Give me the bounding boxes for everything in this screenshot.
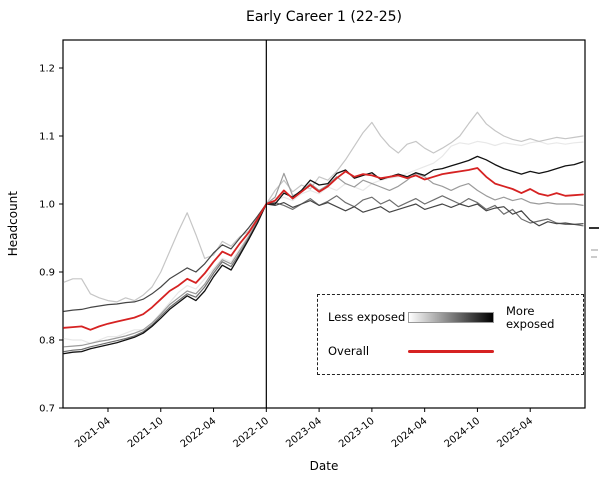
x-tick-label: 2024-10 <box>443 416 483 450</box>
y-axis-label: Headcount <box>6 191 20 257</box>
y-tick-label: 1.0 <box>39 200 55 211</box>
x-tick-label: 2021-10 <box>126 416 166 450</box>
legend-exposure-gradient-bar <box>408 312 494 324</box>
legend-overall-label: Overall <box>328 343 370 358</box>
x-tick-label: 2022-04 <box>179 416 219 450</box>
y-tick-label: 0.7 <box>39 404 55 415</box>
chart-title: Early Career 1 (22-25) <box>245 9 402 25</box>
series-line-q6_most_exposed <box>63 155 584 355</box>
series-line-q5_exposed <box>63 200 584 312</box>
axis-frame <box>62 39 586 409</box>
series-line-overall <box>63 167 584 331</box>
y-axis-label-wrap: Headcount <box>6 40 20 408</box>
series-line-q3_exposed <box>63 172 584 348</box>
y-tick-label: 0.8 <box>39 336 55 347</box>
y-tick-label: 1.2 <box>39 64 55 75</box>
series-line-q4_exposed <box>63 195 584 353</box>
legend-less-exposed-label: Less exposed <box>328 310 406 325</box>
x-tick-label: 2024-04 <box>390 416 430 450</box>
x-axis-label: Date <box>309 459 339 473</box>
series-line-q2_exposed <box>63 111 584 303</box>
y-tick-label: 1.1 <box>39 132 55 143</box>
y-tick-label: 0.9 <box>39 268 55 279</box>
x-tick-label: 2022-10 <box>231 416 271 450</box>
legend-gradient-wrap <box>408 312 506 324</box>
legend-overall-line-wrap <box>408 349 506 353</box>
legend-overall-line-sample <box>408 349 494 353</box>
x-tick-label: 2023-10 <box>337 416 377 450</box>
legend-more-exposed-label: More exposed <box>506 303 555 331</box>
x-tick-label: 2023-04 <box>284 416 324 450</box>
legend: Less exposed More exposed Overall <box>317 294 584 375</box>
x-tick-label: 2025-04 <box>495 416 535 450</box>
x-tick-label: 2021-04 <box>73 416 113 450</box>
